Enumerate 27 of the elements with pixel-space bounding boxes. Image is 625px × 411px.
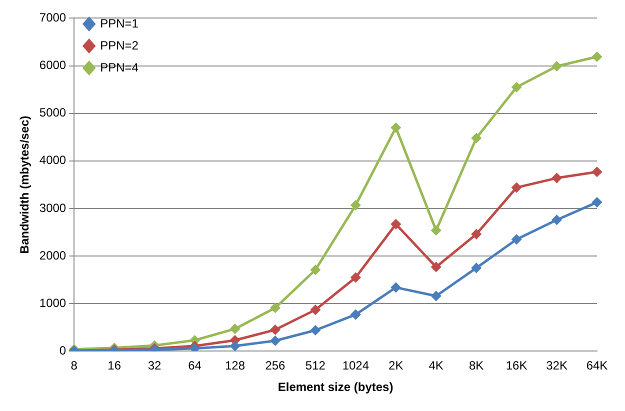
x-tick-label: 256 [265,358,286,373]
legend-label: PPN=1 [100,16,139,30]
x-tick-label: 64 [188,358,202,373]
x-tick-label: 8 [70,358,78,373]
y-tick-label: 5000 [39,106,66,120]
legend-label: PPN=2 [100,38,139,52]
x-axis-title: Element size (bytes) [278,380,394,394]
x-tick-label: 16 [108,358,122,373]
y-tick-label: 6000 [39,58,66,72]
x-tick-label: 32 [148,358,162,373]
y-tick-label: 4000 [39,153,66,168]
y-tick-label: 7000 [39,10,66,25]
x-tick-label: 8K [468,358,484,373]
legend-label: PPN=4 [100,60,139,74]
y-tick-label: 0 [59,344,66,358]
x-tick-label: 2K [388,358,404,373]
y-tick-label: 2000 [39,248,66,262]
x-tick-label: 4K [428,358,444,373]
y-tick-label: 1000 [39,296,66,310]
x-tick-label: 16K [506,358,528,373]
y-axis-title: Bandwidth (mbytes/sec) [18,116,32,254]
x-tick-label: 32K [546,358,568,373]
x-tick-label: 1024 [342,358,370,373]
x-tick-label: 512 [305,358,326,373]
x-tick-label: 64K [586,358,608,373]
y-tick-label: 3000 [39,200,66,215]
x-tick-label: 128 [224,358,246,373]
